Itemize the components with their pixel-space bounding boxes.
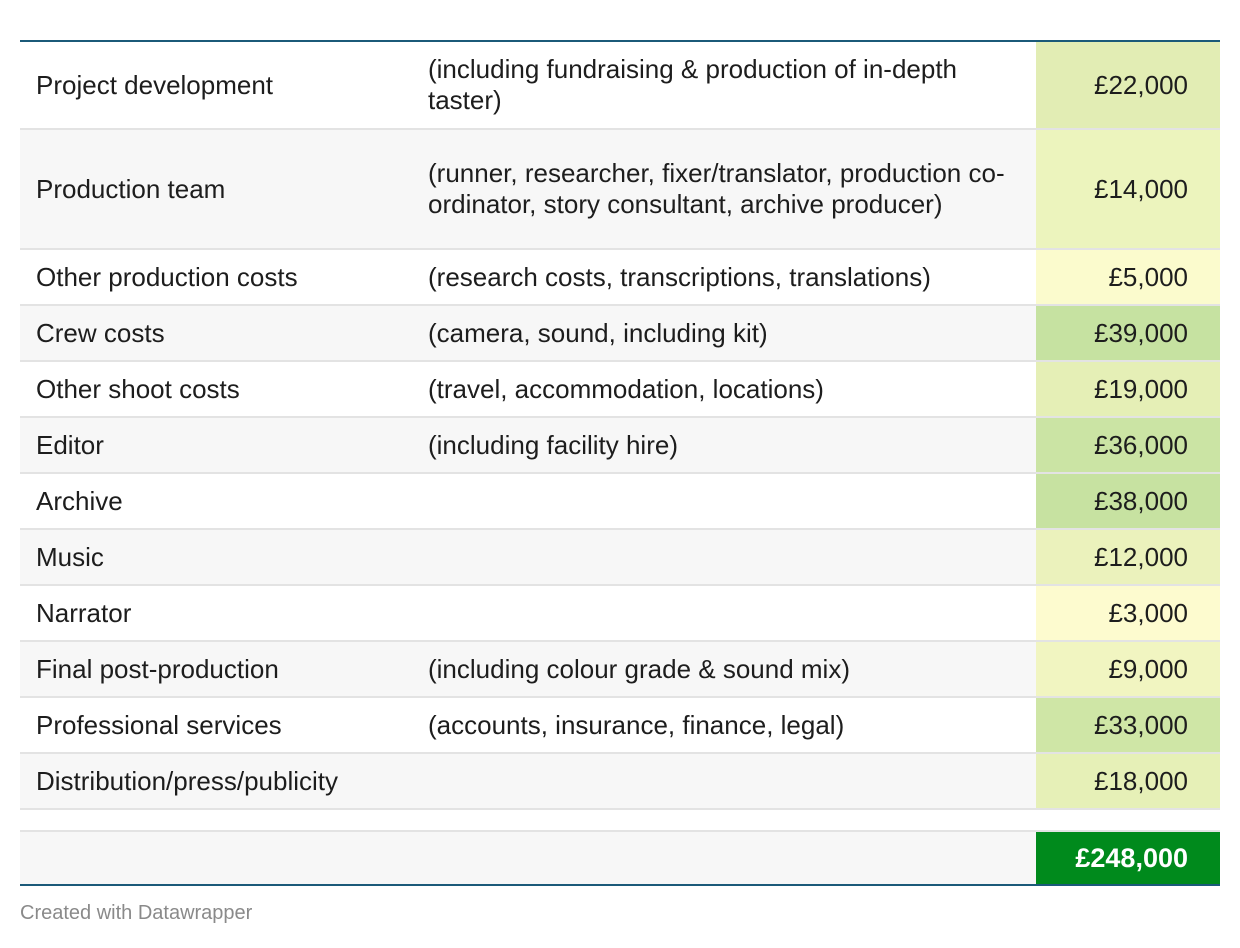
table-row: Professional services (accounts, insuranc… bbox=[20, 697, 1220, 754]
item-name-cell: Other shoot costs bbox=[20, 361, 424, 418]
item-name-cell: Production team bbox=[20, 129, 424, 250]
table-row: Other production costs (research costs, t… bbox=[20, 249, 1220, 306]
item-amount-cell: £38,000 bbox=[1036, 473, 1220, 530]
table-row: Final post-production (including colour g… bbox=[20, 641, 1220, 698]
item-amount-cell: £22,000 bbox=[1036, 42, 1220, 130]
item-name-cell: Distribution/press/publicity bbox=[20, 753, 424, 810]
table-row: Project development (including fundraisin… bbox=[20, 42, 1220, 130]
item-name-cell: Crew costs bbox=[20, 305, 424, 362]
item-name-cell: Professional services bbox=[20, 697, 424, 754]
datawrapper-credit[interactable]: Created with Datawrapper bbox=[20, 902, 253, 924]
item-name-cell: Project development bbox=[20, 42, 424, 130]
item-details-cell: (camera, sound, including kit) bbox=[424, 305, 1036, 362]
budget-table: Project development (including fundraisin… bbox=[20, 40, 1220, 886]
item-amount-cell: £39,000 bbox=[1036, 305, 1220, 362]
item-amount-cell: £18,000 bbox=[1036, 753, 1220, 810]
item-amount-cell: £5,000 bbox=[1036, 249, 1220, 306]
table-row: Archive £38,000 bbox=[20, 473, 1220, 530]
total-details-cell bbox=[424, 830, 1036, 886]
item-amount-cell: £9,000 bbox=[1036, 641, 1220, 698]
item-details-cell bbox=[424, 529, 1036, 586]
item-name-cell: Editor bbox=[20, 417, 424, 474]
item-details-cell bbox=[424, 473, 1036, 530]
item-amount-cell: £19,000 bbox=[1036, 361, 1220, 418]
table-row: Editor (including facility hire) £36,000 bbox=[20, 417, 1220, 474]
item-amount-cell: £14,000 bbox=[1036, 129, 1220, 250]
item-name-cell: Archive bbox=[20, 473, 424, 530]
table-row: Crew costs (camera, sound, including kit)… bbox=[20, 305, 1220, 362]
item-details-cell: (including colour grade & sound mix) bbox=[424, 641, 1036, 698]
table-row: Narrator £3,000 bbox=[20, 585, 1220, 642]
item-details-cell: (travel, accommodation, locations) bbox=[424, 361, 1036, 418]
item-details-cell: (accounts, insurance, finance, legal) bbox=[424, 697, 1036, 754]
item-details-cell bbox=[424, 585, 1036, 642]
item-details-cell: (including fundraising & production of i… bbox=[424, 42, 1036, 130]
table-body: Project development (including fundraisin… bbox=[20, 42, 1220, 886]
total-amount-cell: £248,000 bbox=[1036, 830, 1220, 886]
item-name-cell: Music bbox=[20, 529, 424, 586]
item-amount-cell: £36,000 bbox=[1036, 417, 1220, 474]
item-amount-cell: £33,000 bbox=[1036, 697, 1220, 754]
item-details-cell: (runner, researcher, fixer/translator, p… bbox=[424, 129, 1036, 250]
item-amount-cell: £3,000 bbox=[1036, 585, 1220, 642]
item-name-cell: Other production costs bbox=[20, 249, 424, 306]
item-name-cell: Final post-production bbox=[20, 641, 424, 698]
item-amount-cell: £12,000 bbox=[1036, 529, 1220, 586]
item-name-cell: Narrator bbox=[20, 585, 424, 642]
item-details-cell bbox=[424, 753, 1036, 810]
item-details-cell: (including facility hire) bbox=[424, 417, 1036, 474]
table-row: Other shoot costs (travel, accommodation,… bbox=[20, 361, 1220, 418]
total-spacer bbox=[20, 809, 1220, 831]
total-row: £248,000 bbox=[20, 830, 1220, 886]
budget-table-container: Project development (including fundraisin… bbox=[20, 40, 1220, 886]
item-details-cell: (research costs, transcriptions, transla… bbox=[424, 249, 1036, 306]
table-row: Distribution/press/publicity £18,000 bbox=[20, 753, 1220, 810]
table-row: Music £12,000 bbox=[20, 529, 1220, 586]
total-label-cell bbox=[20, 830, 424, 886]
table-row: Production team (runner, researcher, fixe… bbox=[20, 129, 1220, 250]
